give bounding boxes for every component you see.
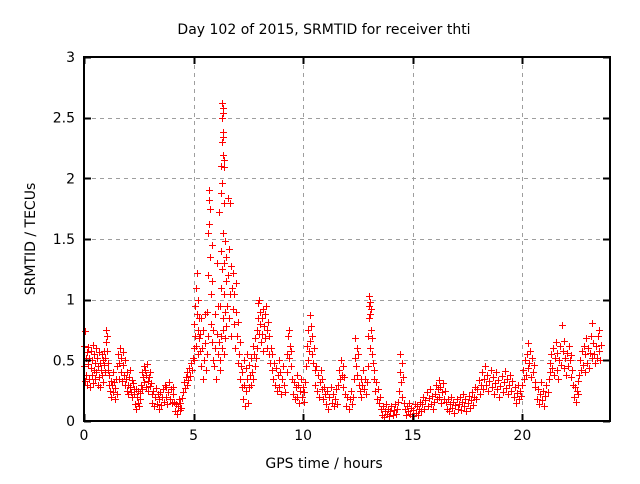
y-tick-label: 0.5 — [53, 353, 75, 369]
y-tick-label: 2.5 — [53, 111, 75, 127]
y-tick-label: 0 — [66, 414, 75, 430]
tick-labels: 0 5 10 15 20 0 0.5 1 1.5 2 2.5 3 — [53, 50, 532, 444]
chart-title: Day 102 of 2015, SRMTID for receiver tht… — [177, 22, 470, 38]
x-tick-label: 15 — [404, 428, 422, 444]
x-axis-label: GPS time / hours — [265, 456, 382, 472]
y-tick-label: 1.5 — [53, 232, 75, 248]
x-tick-label: 5 — [189, 428, 198, 444]
x-tick-label: 10 — [294, 428, 312, 444]
y-tick-label: 3 — [66, 50, 75, 66]
y-tick-label: 2 — [66, 171, 75, 187]
x-tick-label: 20 — [513, 428, 531, 444]
y-tick-label: 1 — [66, 293, 75, 309]
axis-ticks — [83, 56, 610, 423]
y-axis-label: SRMTID / TECUs — [23, 183, 39, 296]
x-tick-label: 0 — [80, 428, 89, 444]
